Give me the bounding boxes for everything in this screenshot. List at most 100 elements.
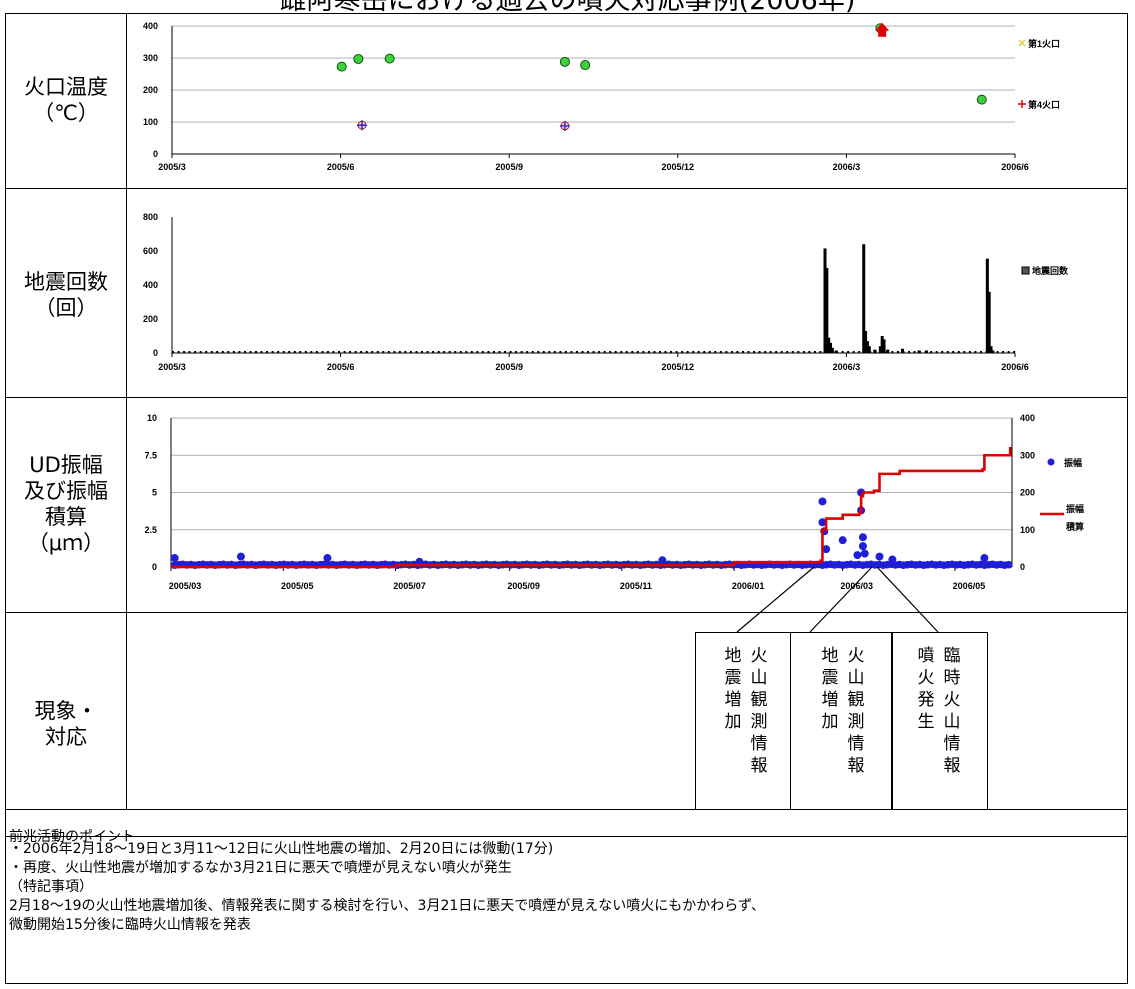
data-bar: [526, 351, 529, 353]
data-bar: [210, 351, 213, 353]
data-bar: [465, 351, 468, 353]
data-bar: [459, 351, 462, 353]
row-divider: [6, 397, 1127, 398]
callout-col: 噴火発生: [917, 646, 935, 732]
data-bar: [1007, 351, 1010, 353]
callout-leader: [736, 566, 815, 633]
data-point: [875, 552, 884, 561]
data-bar: [216, 351, 219, 353]
data-bar: [829, 342, 833, 353]
data-bar: [952, 351, 955, 353]
note-line: ・2006年2月18～19日と3月11～12日に火山性地震の増加、2月20日には…: [9, 841, 554, 857]
data-bar: [277, 351, 280, 353]
data-bar: [531, 351, 534, 353]
data-bar: [636, 351, 639, 353]
legend-label: 第1火口: [1028, 38, 1060, 49]
data-bar: [675, 351, 678, 353]
x-tick-label: 2006/01: [732, 581, 765, 591]
data-bar: [780, 351, 783, 353]
data-bar: [730, 351, 733, 353]
x-tick-label: 2005/07: [393, 581, 426, 591]
data-bar: [802, 351, 805, 353]
data-bar: [398, 351, 401, 353]
x-tick-label: 2006/03: [840, 581, 873, 591]
data-bar: [864, 330, 868, 353]
data-bar: [338, 351, 341, 353]
data-bar: [205, 351, 208, 353]
points-title: 前兆活動のポイント: [9, 829, 135, 845]
data-bar: [221, 351, 224, 353]
x-tick-label: 2005/9: [495, 362, 523, 372]
panel-frame: 火口温度 （℃） 地震回数 （回） UD振幅 及び振幅 積算 （μｍ） 現象・ …: [5, 13, 1128, 984]
data-bar: [852, 351, 855, 353]
x-tick-label: 2006/3: [833, 162, 861, 172]
data-bar: [753, 351, 756, 353]
data-bar: [238, 351, 241, 353]
data-bar: [834, 350, 838, 353]
callout-col: 地震増加: [821, 646, 839, 732]
data-bar: [421, 351, 424, 353]
callout-col: 火山観測情報: [847, 646, 865, 776]
data-bar: [387, 351, 390, 353]
data-point: [853, 551, 862, 560]
data-point: [559, 56, 570, 67]
data-bar: [692, 351, 695, 353]
data-bar: [741, 351, 744, 353]
data-bar: [504, 351, 507, 353]
y-tick-label: 0: [152, 562, 157, 572]
data-bar: [321, 351, 324, 353]
data-bar: [188, 351, 191, 353]
data-bar: [349, 351, 352, 353]
y-tick-label: 0: [153, 149, 158, 159]
data-bar: [509, 351, 512, 353]
data-bar: [255, 351, 258, 353]
callout-col: 火山観測情報: [750, 646, 768, 776]
data-bar: [548, 351, 551, 353]
data-bar: [382, 351, 385, 353]
y-tick-label: 300: [143, 53, 158, 63]
label-line: 及び振幅: [24, 479, 108, 503]
data-point: [580, 60, 591, 71]
x-tick-label: 2005/9: [495, 162, 523, 172]
y2-tick-label: 200: [1020, 488, 1035, 498]
legend-marker: [1018, 100, 1026, 108]
temperature-row-label: 火口温度 （℃）: [6, 74, 126, 126]
y-tick-label: 200: [143, 314, 158, 324]
legend-label: 振幅: [1064, 457, 1082, 468]
data-bar: [1013, 351, 1016, 353]
y2-tick-label: 100: [1020, 525, 1035, 535]
legend-label: 第4火口: [1028, 99, 1060, 110]
data-bar: [553, 351, 556, 353]
data-bar: [454, 351, 457, 353]
data-bar: [266, 351, 269, 353]
data-bar: [443, 351, 446, 353]
data-bar: [725, 351, 728, 353]
amplitude-row-label: UD振幅 及び振幅 積算 （μｍ）: [6, 452, 126, 556]
callout-leader: [809, 566, 873, 633]
y2-tick-label: 0: [1020, 562, 1025, 572]
data-bar: [714, 351, 717, 353]
x-tick-label: 2005/6: [327, 362, 355, 372]
data-bar: [249, 351, 252, 353]
data-bar: [183, 351, 186, 353]
data-bar: [823, 248, 827, 353]
x-tick-label: 2005/12: [662, 362, 695, 372]
data-bar: [658, 351, 661, 353]
data-bar: [991, 350, 995, 353]
label-line: 対応: [45, 725, 87, 749]
data-point: [559, 120, 570, 131]
data-point: [818, 497, 827, 506]
data-bar: [819, 351, 822, 353]
y-tick-label: 800: [143, 212, 158, 222]
data-bar: [830, 347, 834, 353]
data-point: [875, 22, 890, 37]
data-bar: [686, 351, 689, 353]
data-bar: [620, 351, 623, 353]
legend-label: 振幅: [1066, 503, 1084, 514]
data-point: [170, 554, 179, 563]
data-bar: [487, 351, 490, 353]
x-tick-label: 2005/09: [507, 581, 540, 591]
data-bar: [775, 351, 778, 353]
label-line: 現象・: [34, 699, 98, 723]
callout-box: 地震増加 火山観測情報: [695, 632, 791, 810]
